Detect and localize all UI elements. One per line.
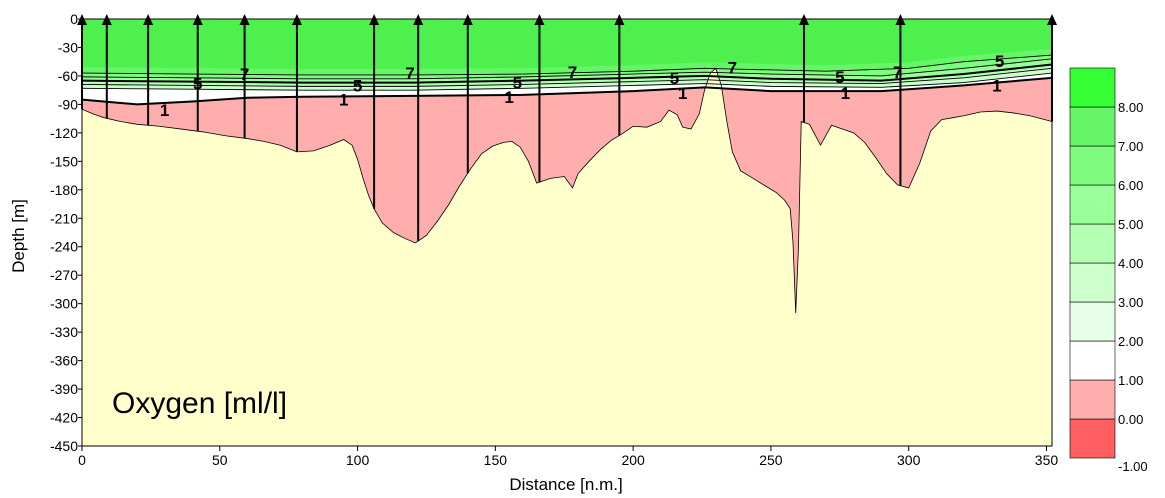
contour-line-5 <box>82 63 1052 84</box>
colorbar-swatch <box>1069 184 1116 225</box>
x-tick-label: 100 <box>346 452 370 468</box>
x-tick-label: 200 <box>621 452 645 468</box>
parameter-label: Oxygen [ml/l] <box>112 387 287 420</box>
contour-line-6 <box>82 58 1052 80</box>
contour-label-1: 1 <box>339 91 348 110</box>
contour-label-7: 7 <box>568 63 577 82</box>
colorbar-swatch <box>1069 379 1116 420</box>
contour-label-5: 5 <box>835 68 844 87</box>
axes: 0 50 100 150 200 250 300 350 0 -30 -60 -90 -120 -150 -… <box>50 11 1058 468</box>
seabed <box>82 67 1052 446</box>
y-tick-label: 0 <box>70 11 78 27</box>
contour-label-1: 1 <box>504 88 513 107</box>
contour-label-7: 7 <box>405 64 414 83</box>
y-axis-title: Depth [m] <box>9 199 28 273</box>
contour-label-5: 5 <box>353 76 362 95</box>
contour-line-3 <box>82 72 1052 91</box>
surface-high-oxygen <box>82 19 1052 69</box>
colorbar-label: 4.00 <box>1118 256 1143 271</box>
y-tick-label: -360 <box>50 353 78 369</box>
y-tick-label: -240 <box>50 239 78 255</box>
colorbar-label: 7.00 <box>1118 139 1143 154</box>
contour-line-4 <box>82 67 1052 87</box>
y-tick-label: -150 <box>50 153 78 169</box>
y-tick-label: -300 <box>50 296 78 312</box>
y-tick-label: -330 <box>50 324 78 340</box>
contour-label-5: 5 <box>995 52 1004 71</box>
contour-line-7 <box>82 54 1052 76</box>
contour-label-1: 1 <box>160 101 169 120</box>
y-tick-label: -210 <box>50 210 78 226</box>
x-axis-title: Distance [n.m.] <box>509 475 622 494</box>
colorbar-label: 1.00 <box>1118 373 1143 388</box>
y-tick-label: -180 <box>50 182 78 198</box>
plot-area: 15751751751751751 <box>82 19 1052 446</box>
colorbar-swatch <box>1069 106 1116 147</box>
x-tick-label: 300 <box>897 452 921 468</box>
colorbar: -1.00 0.00 1.00 2.00 3.00 4.00 5.00 6.00 7.00 8.0… <box>1069 67 1148 474</box>
colorbar-label: 5.00 <box>1118 217 1143 232</box>
contour-label-1: 1 <box>841 84 850 103</box>
contour-label-7: 7 <box>728 58 737 77</box>
contour-line-1 <box>82 76 1052 106</box>
colorbar-swatch <box>1069 145 1116 186</box>
y-tick-label: -390 <box>50 381 78 397</box>
colorbar-swatch <box>1069 418 1116 459</box>
colorbar-label: 8.00 <box>1118 100 1143 115</box>
y-tick-label: -450 <box>50 438 78 454</box>
x-tick-label: 50 <box>212 452 228 468</box>
y-tick-label: -120 <box>50 125 78 141</box>
y-tick-label: -270 <box>50 267 78 283</box>
colorbar-label: 3.00 <box>1118 295 1143 310</box>
contour-label-5: 5 <box>513 74 522 93</box>
colorbar-label: -1.00 <box>1118 459 1148 474</box>
colorbar-swatch <box>1069 223 1116 264</box>
y-tick-label: -60 <box>58 68 78 84</box>
x-tick-label: 0 <box>78 452 86 468</box>
contour-label-5: 5 <box>670 69 679 88</box>
contour-label-7: 7 <box>893 63 902 82</box>
x-tick-label: 350 <box>1035 452 1059 468</box>
y-tick-label: -420 <box>50 410 78 426</box>
colorbar-swatch <box>1069 340 1116 381</box>
plot-frame <box>81 18 1053 447</box>
colorbar-label: 6.00 <box>1118 178 1143 193</box>
colorbar-label: 2.00 <box>1118 334 1143 349</box>
y-tick-label: -90 <box>58 96 78 112</box>
colorbar-swatch <box>1069 301 1116 342</box>
contour-label-1: 1 <box>678 84 687 103</box>
x-tick-label: 250 <box>759 452 783 468</box>
colorbar-label: 0.00 <box>1118 412 1143 427</box>
contour-label-1: 1 <box>992 76 1001 95</box>
x-tick-label: 150 <box>484 452 508 468</box>
y-tick-label: -30 <box>58 39 78 55</box>
colorbar-swatch <box>1069 67 1116 108</box>
colorbar-swatch <box>1069 262 1116 303</box>
